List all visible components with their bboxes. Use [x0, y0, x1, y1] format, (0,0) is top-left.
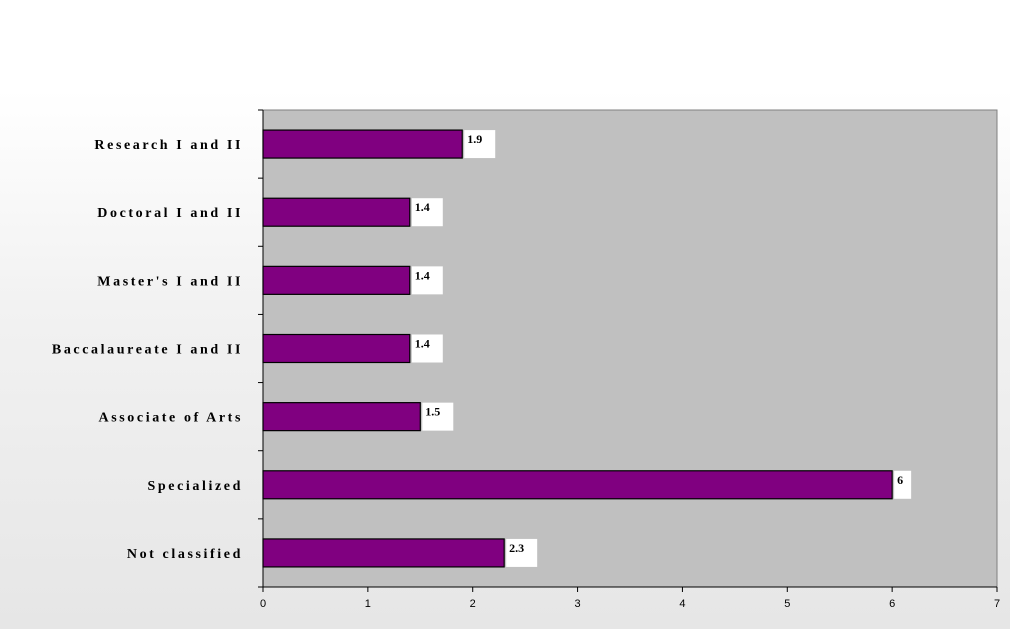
bar	[262, 197, 411, 227]
category-label: Specialized	[148, 479, 243, 494]
bar	[262, 402, 421, 432]
data-label: 2.3	[509, 541, 524, 555]
bar	[262, 538, 505, 568]
data-label-box	[411, 198, 443, 227]
data-label-box	[894, 470, 912, 499]
data-label: 6	[897, 473, 903, 487]
data-label-box	[411, 266, 443, 295]
data-label: 1.4	[415, 337, 430, 351]
category-label: Research I and II	[94, 138, 243, 153]
x-axis: 0 1 2 3 4 5 6 7	[260, 586, 1000, 610]
data-label-box	[411, 334, 443, 363]
x-tick-label: 7	[994, 598, 1000, 610]
data-label: 1.4	[415, 200, 430, 214]
bar	[262, 129, 463, 159]
x-tick-label: 6	[889, 598, 895, 610]
data-labels: 1.9 1.4 1.4 1.4 1.5 6 2.3	[411, 130, 912, 567]
x-tick-label: 4	[679, 598, 685, 610]
data-label: 1.4	[415, 268, 430, 282]
x-tick-label: 3	[575, 598, 581, 610]
data-label-box	[464, 130, 496, 159]
data-label: 1.9	[467, 132, 482, 146]
category-label: Associate of Arts	[98, 411, 243, 426]
bars	[262, 129, 893, 568]
x-tick-label: 2	[470, 598, 476, 610]
bar	[262, 265, 411, 295]
data-label: 1.5	[425, 405, 440, 419]
data-label-box	[506, 538, 538, 567]
x-tick-label: 0	[260, 598, 266, 610]
x-tick-label: 1	[365, 598, 371, 610]
x-tick-label: 5	[784, 598, 790, 610]
y-axis	[258, 109, 264, 588]
category-label: Doctoral I and II	[97, 206, 243, 221]
bar	[262, 333, 411, 364]
category-labels: Research I and II Doctoral I and II Master…	[52, 138, 243, 562]
category-label: Not classified	[127, 547, 243, 562]
category-label: Master's I and II	[97, 274, 243, 289]
category-label: Baccalaureate I and II	[52, 343, 243, 358]
data-label-box	[422, 402, 454, 431]
bar	[262, 470, 893, 500]
